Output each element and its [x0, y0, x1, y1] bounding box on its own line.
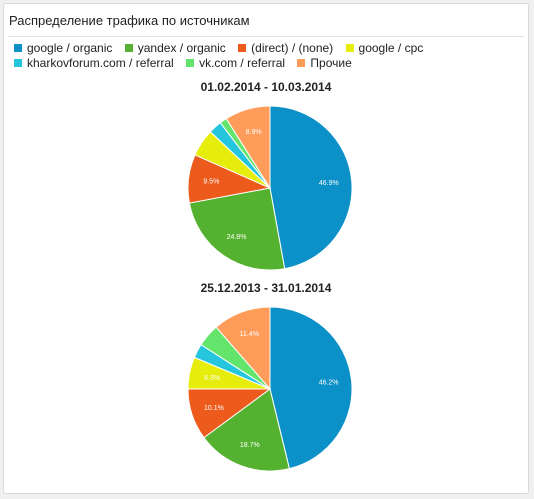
legend-swatch [14, 59, 22, 67]
legend-swatch [124, 44, 133, 52]
legend-swatch [297, 59, 306, 67]
pie-slice[interactable] [188, 187, 286, 271]
slice-data-label: 46.2% [319, 379, 339, 386]
slice-data-label: 24.8% [227, 234, 247, 241]
pie-slice[interactable] [225, 105, 271, 190]
slice-data-label: 46.9% [319, 180, 339, 187]
legend-item-google-cpc[interactable]: google / cpc [345, 41, 424, 56]
legend-item-kharkovforum-referral[interactable]: kharkovforum.com / referral [14, 56, 174, 71]
legend-label: Прочие [310, 56, 352, 70]
pie-slice[interactable] [203, 388, 290, 472]
slice-data-label: 8.9% [246, 129, 262, 136]
legend-label: google / organic [27, 41, 113, 55]
pie-chart-2: 46.2% 18.7% 10.1% 6.3% 11.4% [187, 306, 353, 472]
slice-data-label: 10.1% [204, 405, 224, 412]
legend-swatch [14, 44, 22, 52]
legend-label: (direct) / (none) [251, 41, 334, 55]
legend-item-yandex-organic[interactable]: yandex / organic [124, 41, 226, 56]
legend-label: vk.com / referral [199, 56, 286, 70]
pie-chart-2-title: 25.12.2013 - 31.01.2014 [200, 281, 332, 295]
pie-slice[interactable] [269, 105, 353, 270]
legend-item-other[interactable]: Прочие [297, 56, 352, 71]
legend-label: yandex / organic [137, 41, 226, 55]
pie-chart-1: 46.9% 24.8% 9.5% 8.9% [187, 105, 353, 271]
traffic-sources-panel: Распределение трафика по источникам goog… [3, 3, 529, 494]
chart-legend: google / organic yandex / organic (direc… [14, 41, 524, 71]
legend-label: google / cpc [358, 41, 424, 55]
pie-chart-1-title: 01.02.2014 - 10.03.2014 [200, 80, 332, 94]
legend-swatch [345, 44, 354, 52]
slice-data-label: 18.7% [240, 442, 260, 449]
legend-swatch [186, 59, 195, 67]
title-divider [8, 36, 524, 37]
legend-swatch [238, 44, 247, 52]
legend-label: kharkovforum.com / referral [27, 56, 174, 70]
slice-data-label: 11.4% [240, 331, 259, 338]
legend-item-google-organic[interactable]: google / organic [14, 41, 112, 56]
pie-slice[interactable] [215, 306, 271, 391]
slice-data-label: 9.5% [203, 179, 219, 186]
pie-slice[interactable] [269, 306, 353, 470]
slice-data-label: 6.3% [204, 375, 220, 382]
panel-title: Распределение трафика по источникам [9, 13, 250, 28]
legend-item-vk-referral[interactable]: vk.com / referral [186, 56, 285, 71]
legend-item-direct[interactable]: (direct) / (none) [238, 41, 333, 56]
